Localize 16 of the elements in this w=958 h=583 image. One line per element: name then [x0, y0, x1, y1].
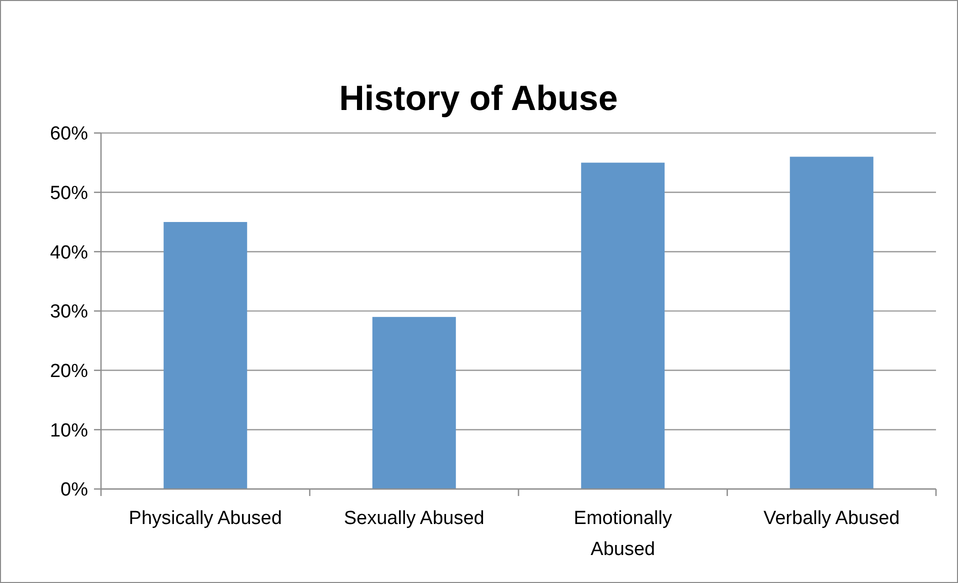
y-tick-label: 60%: [50, 124, 88, 145]
x-tick-label: Physically Abused: [128, 508, 282, 529]
y-tick-label: 0%: [60, 480, 88, 501]
bar: [790, 156, 874, 489]
y-tick-label: 30%: [50, 302, 88, 323]
bar: [372, 316, 456, 489]
bar: [164, 222, 248, 489]
y-tick-label: 50%: [50, 182, 88, 204]
y-tick-label: 10%: [50, 420, 88, 442]
y-tick-label: 20%: [50, 360, 88, 382]
bar: [581, 162, 665, 489]
x-tick-label: Sexually Abused: [344, 508, 484, 529]
chart-title: History of Abuse: [339, 79, 618, 118]
x-tick-label: Verbally Abused: [763, 508, 900, 529]
y-tick-label: 40%: [50, 242, 88, 264]
x-tick-label: Emotionally Abused: [574, 508, 672, 560]
